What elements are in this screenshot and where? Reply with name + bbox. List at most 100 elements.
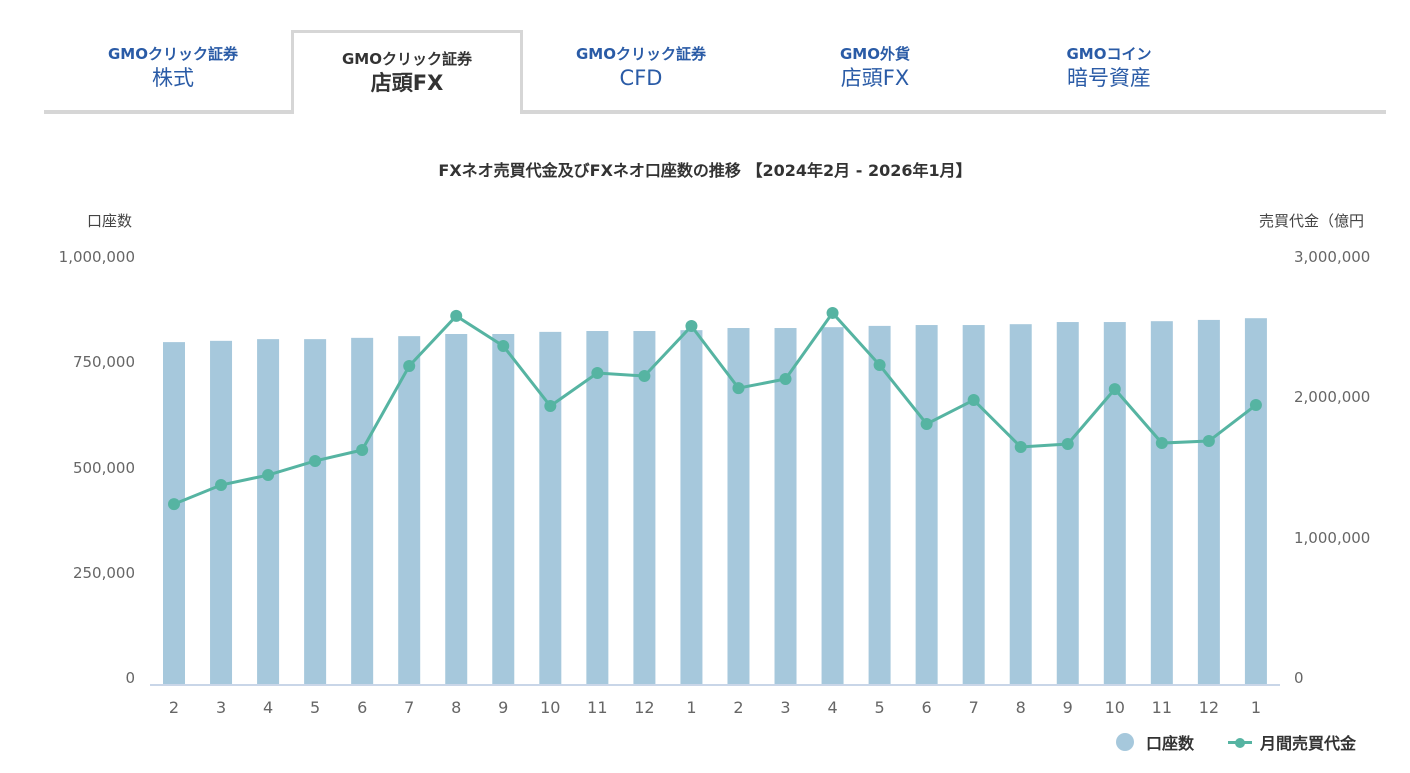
bar (915, 325, 938, 685)
bar (163, 342, 185, 685)
tab-click-cfd[interactable]: GMOクリック証券 CFD (566, 44, 716, 110)
bar (633, 331, 656, 685)
tab-coin-crypto[interactable]: GMOコイン 暗号資産 (1034, 44, 1184, 110)
right-axis-title: 売買代金（億円 (1259, 212, 1365, 230)
line-marker (356, 444, 369, 457)
x-tick-label: 4 (827, 698, 838, 717)
bar (774, 328, 797, 685)
line-marker (638, 369, 651, 382)
bar (586, 331, 609, 685)
x-tick-label: 3 (215, 698, 227, 717)
bar (1009, 324, 1032, 685)
line-marker (920, 417, 933, 430)
x-tick-label: 3 (780, 698, 791, 717)
line-marker (1202, 435, 1215, 448)
x-tick-label: 4 (262, 698, 274, 717)
bar (210, 340, 233, 685)
line-marker (1108, 383, 1121, 396)
right-tick: 2,000,000 (1294, 388, 1371, 406)
tab-sub-label: GMOクリック証券 (342, 50, 472, 68)
x-tick-label: 11 (1151, 698, 1172, 717)
bar (257, 339, 280, 685)
bar (492, 334, 515, 685)
x-tick-label: 10 (1104, 698, 1125, 717)
x-tick-label: 11 (587, 698, 608, 717)
bar (1150, 321, 1173, 685)
right-tick: 0 (1294, 669, 1304, 687)
legend-line-swatch-icon (1228, 733, 1253, 751)
left-tick: 1,000,000 (58, 248, 135, 266)
tab-sub-label: GMO外貨 (840, 45, 910, 63)
line-marker (1155, 437, 1168, 450)
bar (304, 339, 327, 685)
x-tick-label: 5 (310, 698, 321, 717)
line-marker (168, 498, 180, 511)
left-tick: 250,000 (72, 564, 135, 582)
tab-main-label: CFD (619, 66, 663, 90)
right-tick: 1,000,000 (1294, 529, 1371, 547)
left-tick: 500,000 (72, 459, 135, 477)
bar (821, 327, 844, 685)
x-tick-label: 1 (1250, 698, 1261, 717)
bar (351, 337, 374, 685)
x-tick-label: 7 (968, 698, 979, 717)
bar (962, 325, 985, 685)
x-tick-label: 6 (357, 698, 368, 717)
tab-click-stock[interactable]: GMOクリック証券 株式 (98, 44, 248, 110)
line-marker (779, 372, 792, 385)
x-tick-label: 12 (634, 698, 655, 717)
x-tick-label: 1 (686, 698, 697, 717)
left-axis-title: 口座数 (86, 212, 132, 230)
line-markers (168, 306, 1262, 511)
bar (868, 325, 891, 685)
line-marker (309, 454, 322, 467)
line-marker (826, 306, 839, 319)
bar (398, 336, 421, 685)
left-tick: 0 (125, 669, 135, 687)
line-marker (591, 367, 604, 380)
x-tick-label: 12 (1198, 698, 1220, 717)
tab-sub-label: GMOクリック証券 (108, 45, 238, 63)
x-tick-label: 9 (1062, 698, 1073, 717)
line-marker (1014, 441, 1027, 454)
line-marker (732, 382, 745, 395)
chart-title: FXネオ売買代金及びFXネオ口座数の推移 【2024年2月 - 2026年1月】 (438, 161, 972, 180)
line-marker (967, 394, 980, 407)
line-marker (262, 469, 275, 482)
line-marker (544, 400, 557, 413)
bar (680, 330, 703, 685)
x-tick-label: 9 (498, 698, 509, 717)
legend-label-accounts: 口座数 (1146, 734, 1195, 753)
x-tick-label: 2 (733, 698, 744, 717)
x-tick-label: 2 (168, 698, 180, 717)
line-series-trading-volume (173, 310, 1257, 506)
tab-sub-label: GMOコイン (1066, 45, 1152, 63)
line-marker (1249, 399, 1262, 412)
line-marker (685, 320, 698, 333)
tab-sub-label: GMOクリック証券 (576, 45, 706, 63)
bar (445, 334, 468, 685)
bar (1056, 322, 1079, 685)
bar (727, 328, 750, 685)
bar-series-accounts (163, 318, 1267, 685)
left-tick: 750,000 (72, 353, 135, 371)
right-tick: 3,000,000 (1294, 248, 1371, 266)
x-tick-label: 7 (404, 698, 415, 717)
tab-main-label: 店頭FX (840, 66, 910, 90)
x-tick-label: 8 (451, 698, 462, 717)
chart-legend: 口座数 月間売買代金 (1116, 730, 1356, 754)
x-tick-label: 6 (921, 698, 932, 717)
line-marker (497, 339, 510, 352)
tab-main-label: 株式 (152, 66, 194, 90)
tabs-baseline (44, 110, 1386, 114)
tab-gaika-fx[interactable]: GMO外貨 店頭FX (800, 44, 950, 110)
x-tick-label: 8 (1015, 698, 1026, 717)
bar (1103, 322, 1126, 685)
tab-click-fx[interactable]: GMOクリック証券 店頭FX (291, 30, 523, 114)
bar (1244, 318, 1267, 685)
legend-label-volume: 月間売買代金 (1260, 734, 1357, 753)
line-marker (450, 309, 463, 322)
line-marker (873, 359, 886, 372)
x-tick-label: 10 (540, 698, 561, 717)
